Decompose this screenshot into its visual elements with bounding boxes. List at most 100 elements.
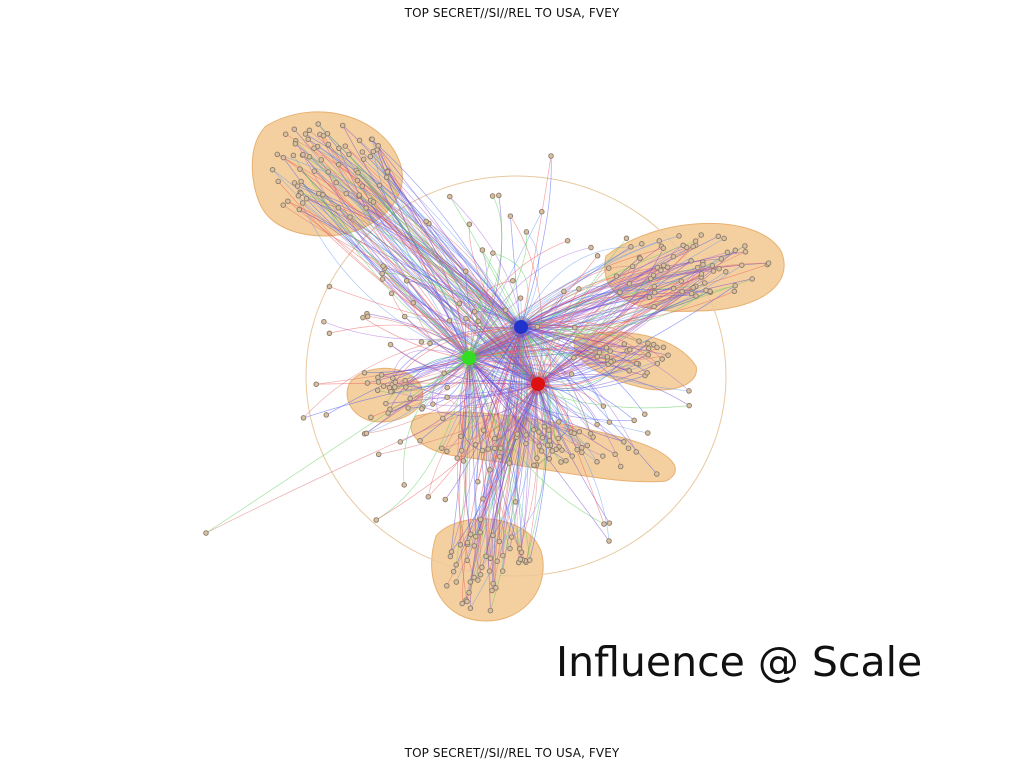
graph-node bbox=[606, 520, 613, 526]
graph-node bbox=[534, 323, 541, 330]
graph-edge bbox=[537, 258, 641, 385]
graph-node bbox=[300, 151, 306, 158]
graph-node bbox=[604, 354, 611, 360]
graph-edge bbox=[520, 326, 658, 475]
graph-node bbox=[359, 183, 366, 189]
graph-node bbox=[703, 287, 709, 293]
graph-node bbox=[680, 242, 686, 249]
graph-edge bbox=[537, 343, 649, 385]
graph-edge bbox=[502, 326, 523, 572]
graph-node bbox=[679, 288, 685, 295]
graph-node bbox=[300, 415, 307, 421]
graph-node bbox=[651, 289, 658, 296]
graph-node bbox=[765, 260, 772, 266]
graph-node bbox=[320, 132, 327, 139]
graph-node bbox=[742, 249, 749, 255]
graph-node bbox=[306, 154, 313, 160]
graph-node bbox=[467, 579, 474, 585]
graph-edge bbox=[404, 316, 539, 385]
graph-edge bbox=[205, 357, 470, 534]
graph-node bbox=[335, 161, 342, 168]
graph-node bbox=[485, 446, 491, 452]
graph-node bbox=[487, 555, 494, 562]
graph-node bbox=[403, 384, 409, 390]
graph-node bbox=[645, 345, 652, 352]
graph-node bbox=[654, 264, 661, 271]
graph-node bbox=[548, 153, 554, 159]
graph-edge bbox=[285, 133, 522, 328]
graph-node bbox=[380, 383, 387, 389]
graph-node bbox=[494, 558, 500, 564]
graph-node bbox=[459, 600, 465, 607]
graph-edge bbox=[382, 265, 539, 385]
graph-node bbox=[493, 585, 499, 591]
graph-node bbox=[453, 579, 460, 585]
graph-edge bbox=[520, 325, 663, 360]
graph-node bbox=[688, 258, 694, 264]
graph-node bbox=[323, 412, 330, 418]
graph-node bbox=[370, 199, 377, 205]
graph-edge bbox=[449, 320, 539, 385]
graph-node bbox=[483, 553, 489, 559]
graph-edge bbox=[428, 223, 539, 385]
graph-edge bbox=[376, 357, 470, 521]
graph-node bbox=[718, 256, 725, 262]
graph-node bbox=[467, 605, 474, 611]
graph-node bbox=[466, 589, 472, 596]
graph-node bbox=[644, 369, 650, 376]
graph-edge bbox=[468, 353, 575, 359]
graph-node bbox=[506, 460, 513, 466]
graph-node bbox=[442, 496, 449, 503]
graph-edge bbox=[537, 360, 614, 387]
graph-node bbox=[376, 182, 383, 189]
graph-node bbox=[645, 430, 651, 436]
graph-edge bbox=[342, 125, 470, 359]
graph-node bbox=[626, 368, 632, 374]
graph-node bbox=[475, 318, 481, 325]
graph-node bbox=[370, 148, 377, 155]
graph-edge bbox=[294, 129, 522, 328]
graph-node bbox=[303, 195, 310, 202]
graph-node bbox=[347, 214, 353, 220]
graph-node bbox=[603, 344, 610, 351]
graph-node bbox=[564, 237, 571, 244]
graph-node bbox=[536, 429, 542, 435]
graph-edge bbox=[520, 326, 646, 415]
graph-node bbox=[531, 462, 537, 469]
graph-node bbox=[368, 414, 374, 421]
graph-node bbox=[594, 354, 601, 360]
graph-node bbox=[471, 308, 478, 315]
graph-node bbox=[403, 278, 410, 284]
graph-node bbox=[356, 192, 362, 198]
graph-node bbox=[571, 430, 577, 437]
hub-node-green bbox=[462, 351, 476, 365]
graph-node bbox=[654, 471, 660, 477]
graph-node bbox=[479, 247, 486, 253]
graph-node bbox=[392, 379, 399, 385]
graph-edge bbox=[421, 326, 522, 410]
graph-node bbox=[427, 340, 433, 347]
graph-node bbox=[608, 359, 614, 365]
graph-edge bbox=[406, 280, 470, 359]
graph-edge bbox=[349, 216, 470, 359]
graph-node bbox=[479, 564, 485, 571]
graph-node bbox=[546, 427, 552, 433]
graph-edge bbox=[466, 326, 522, 602]
graph-node bbox=[203, 530, 209, 536]
graph-edge bbox=[520, 155, 552, 328]
graph-edge bbox=[391, 293, 470, 359]
graph-edge bbox=[425, 221, 473, 359]
graph-node bbox=[601, 521, 607, 527]
graph-node bbox=[425, 494, 432, 500]
graph-node bbox=[392, 384, 398, 390]
graph-node bbox=[658, 267, 664, 274]
graph-edge bbox=[468, 357, 496, 449]
graph-node bbox=[491, 445, 498, 452]
graph-node bbox=[654, 344, 660, 351]
graph-edge bbox=[366, 357, 470, 434]
graph-node bbox=[326, 283, 333, 290]
graph-node bbox=[497, 453, 503, 460]
graph-node bbox=[665, 352, 671, 358]
graph-node bbox=[320, 192, 326, 198]
graph-node bbox=[359, 149, 366, 155]
